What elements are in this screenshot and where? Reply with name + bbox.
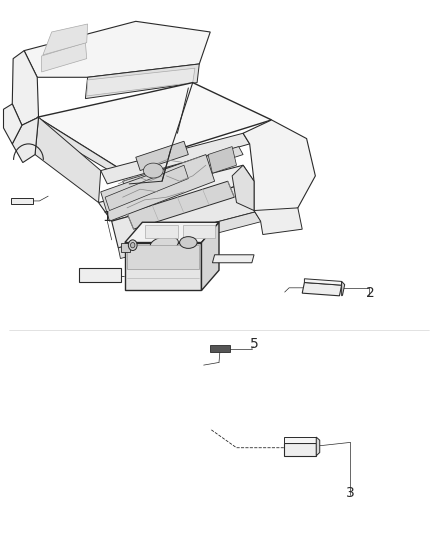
Polygon shape — [37, 83, 272, 168]
Polygon shape — [24, 21, 210, 77]
Polygon shape — [127, 245, 199, 269]
Polygon shape — [145, 225, 178, 238]
Circle shape — [131, 243, 135, 248]
Polygon shape — [284, 443, 316, 456]
Ellipse shape — [143, 163, 163, 178]
Polygon shape — [12, 117, 39, 163]
Polygon shape — [232, 165, 254, 211]
Polygon shape — [316, 437, 320, 456]
Polygon shape — [87, 68, 195, 96]
Polygon shape — [11, 198, 33, 204]
Text: 5: 5 — [250, 337, 258, 351]
Polygon shape — [118, 211, 263, 259]
Polygon shape — [183, 225, 215, 238]
Polygon shape — [112, 181, 261, 248]
Polygon shape — [105, 165, 188, 211]
Polygon shape — [123, 147, 243, 192]
Polygon shape — [4, 104, 22, 144]
Ellipse shape — [150, 236, 178, 252]
Polygon shape — [201, 222, 219, 290]
Polygon shape — [136, 141, 188, 171]
Polygon shape — [208, 147, 237, 173]
Polygon shape — [302, 282, 342, 296]
Polygon shape — [254, 208, 302, 235]
Ellipse shape — [180, 237, 197, 248]
Polygon shape — [243, 120, 315, 224]
Polygon shape — [125, 243, 201, 290]
Polygon shape — [304, 279, 342, 285]
Circle shape — [128, 240, 137, 251]
Polygon shape — [101, 155, 215, 221]
Polygon shape — [125, 222, 219, 243]
Polygon shape — [12, 51, 39, 125]
Polygon shape — [284, 437, 316, 443]
Polygon shape — [43, 24, 88, 55]
Polygon shape — [101, 133, 250, 184]
Text: 3: 3 — [346, 486, 355, 500]
Polygon shape — [342, 281, 345, 296]
Polygon shape — [121, 243, 130, 252]
Polygon shape — [36, 117, 118, 176]
Polygon shape — [35, 117, 101, 203]
Polygon shape — [212, 255, 254, 263]
Polygon shape — [99, 165, 254, 221]
Polygon shape — [42, 43, 87, 72]
Text: 2: 2 — [366, 286, 374, 300]
Polygon shape — [210, 345, 230, 352]
Text: 1: 1 — [103, 211, 112, 224]
Polygon shape — [79, 268, 121, 282]
Polygon shape — [85, 64, 199, 99]
Polygon shape — [127, 181, 234, 229]
